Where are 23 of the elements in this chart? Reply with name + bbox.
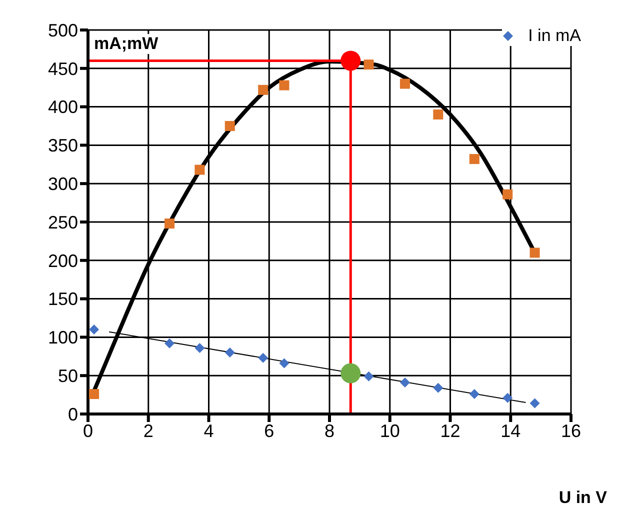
x-axis-title: U in V	[558, 488, 607, 508]
x-tick-label: 0	[82, 420, 94, 441]
x-tick-label: 4	[204, 420, 214, 441]
y-axis-title: mA;mW	[94, 34, 158, 54]
x-tick-label: 14	[500, 420, 521, 441]
y-tick-label: 100	[48, 328, 78, 348]
y-tick-label: 50	[58, 366, 78, 386]
y-tick-label: 200	[48, 250, 78, 271]
y-tick-label: 150	[48, 289, 78, 310]
x-tick-label: 6	[264, 420, 274, 441]
x-tick-label: 12	[440, 420, 460, 441]
x-tick-label: 2	[143, 420, 154, 441]
y-tick-label: 400	[48, 97, 78, 118]
y-tick-label: 250	[48, 212, 78, 232]
x-tick-label: 16	[560, 420, 582, 441]
x-tick-label: 10	[380, 420, 400, 441]
y-tick-label: 350	[48, 136, 78, 156]
x-tick-label: 8	[324, 420, 335, 441]
y-tick-label: 300	[48, 174, 78, 194]
y-tick-label: 450	[48, 58, 78, 79]
y-tick-label: 0	[68, 404, 78, 424]
legend-label: I in mA	[528, 26, 581, 46]
y-tick-label: 500	[48, 20, 78, 40]
